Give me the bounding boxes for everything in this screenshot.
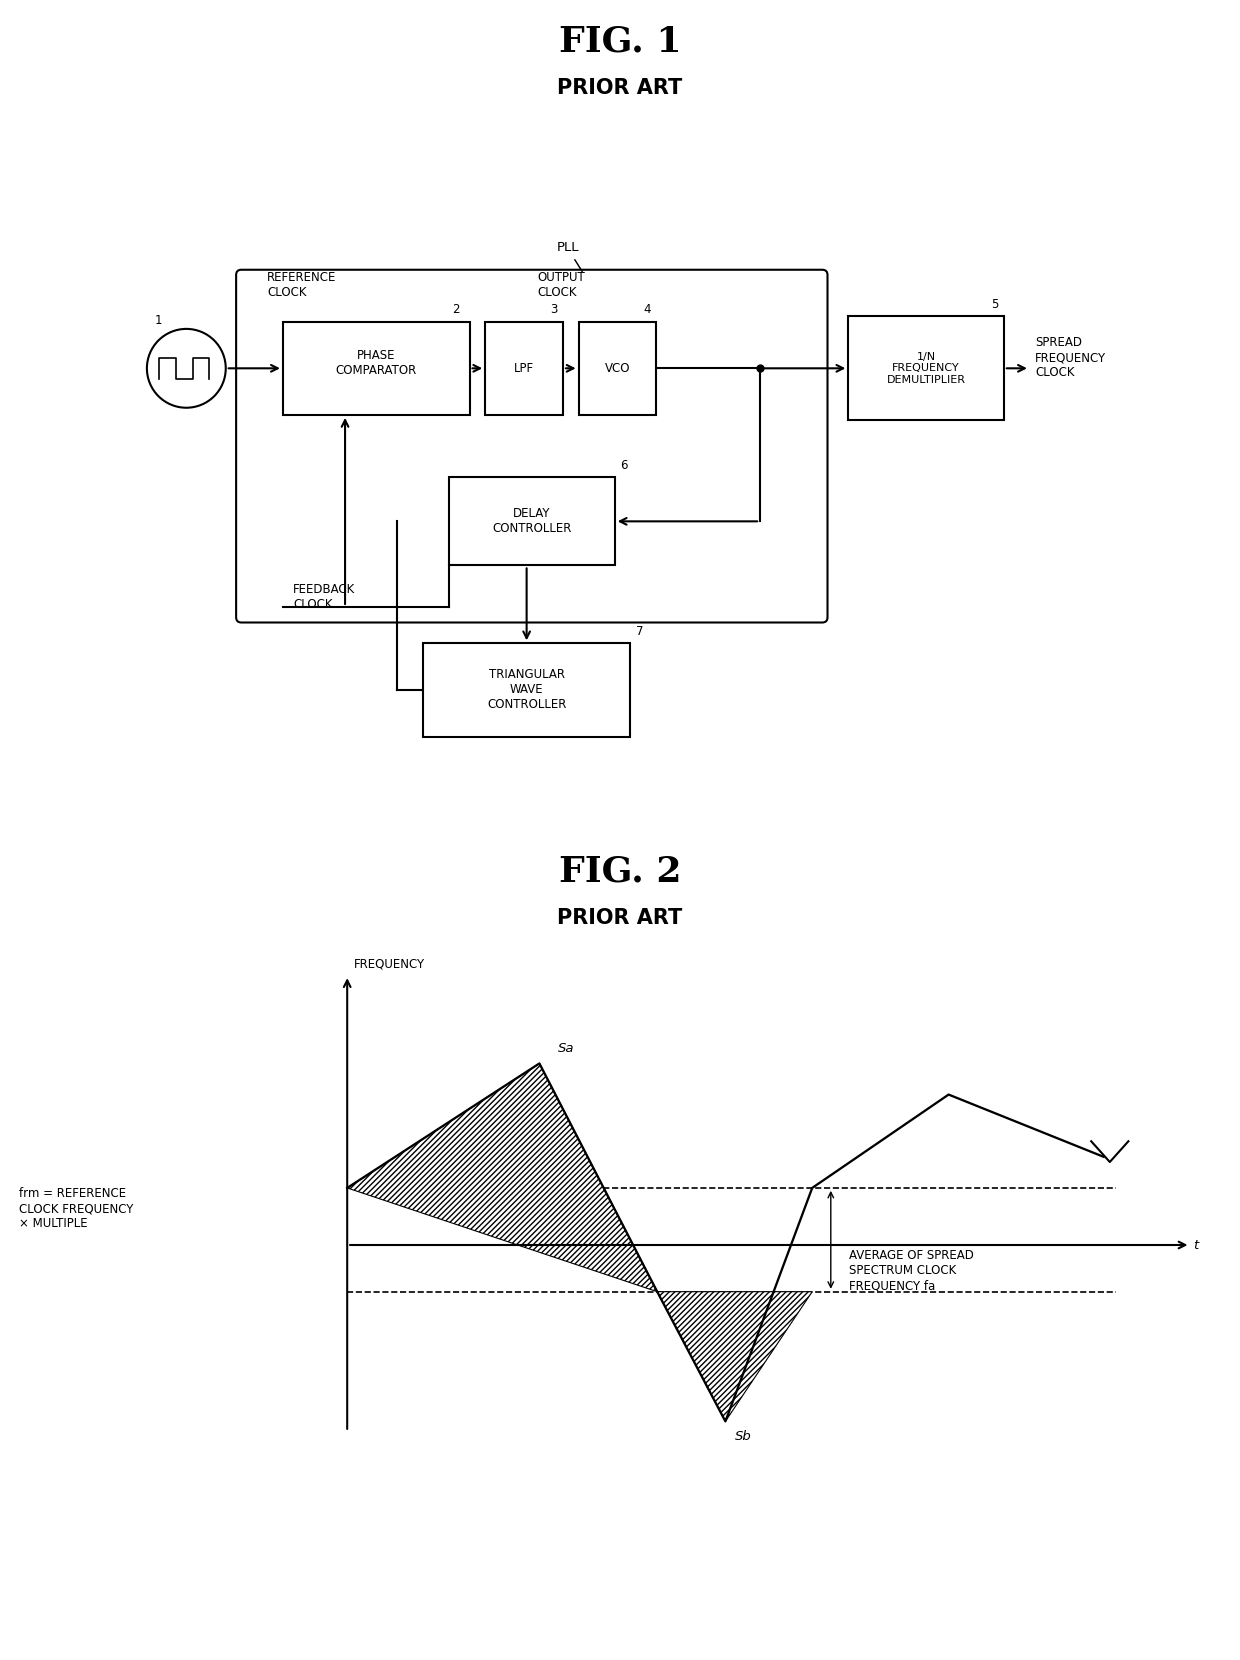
Bar bbox=[423, 642, 630, 737]
Text: t: t bbox=[1193, 1238, 1198, 1252]
Text: 1/N
FREQUENCY
DEMULTIPLIER: 1/N FREQUENCY DEMULTIPLIER bbox=[887, 352, 966, 385]
Text: REFERENCE
CLOCK: REFERENCE CLOCK bbox=[268, 271, 336, 299]
Text: frm = REFERENCE
CLOCK FREQUENCY
× MULTIPLE: frm = REFERENCE CLOCK FREQUENCY × MULTIP… bbox=[19, 1187, 133, 1230]
Text: Sa: Sa bbox=[558, 1042, 574, 1056]
Text: AVERAGE OF SPREAD
SPECTRUM CLOCK
FREQUENCY fa: AVERAGE OF SPREAD SPECTRUM CLOCK FREQUEN… bbox=[849, 1250, 975, 1293]
Text: PLL: PLL bbox=[557, 241, 579, 254]
Polygon shape bbox=[347, 1064, 657, 1291]
Text: Sb: Sb bbox=[735, 1429, 753, 1443]
Text: 7: 7 bbox=[636, 626, 644, 637]
Text: 6: 6 bbox=[620, 460, 627, 471]
Bar bbox=[485, 322, 563, 415]
Bar bbox=[283, 322, 470, 415]
Text: 5: 5 bbox=[991, 299, 998, 310]
Text: PRIOR ART: PRIOR ART bbox=[557, 908, 683, 928]
Text: 2: 2 bbox=[451, 304, 459, 317]
Bar bbox=[848, 317, 1004, 420]
Text: PHASE
COMPARATOR: PHASE COMPARATOR bbox=[336, 349, 417, 377]
Text: FREQUENCY: FREQUENCY bbox=[353, 958, 424, 969]
Bar bbox=[579, 322, 656, 415]
Text: 3: 3 bbox=[551, 304, 558, 317]
Text: VCO: VCO bbox=[605, 362, 630, 375]
Text: 4: 4 bbox=[644, 304, 651, 317]
Circle shape bbox=[146, 329, 226, 408]
FancyBboxPatch shape bbox=[236, 271, 827, 622]
Text: TRIANGULAR
WAVE
CONTROLLER: TRIANGULAR WAVE CONTROLLER bbox=[487, 669, 567, 712]
Text: FIG. 1: FIG. 1 bbox=[559, 25, 681, 58]
Text: OUTPUT
CLOCK: OUTPUT CLOCK bbox=[537, 271, 585, 299]
Text: FEEDBACK
CLOCK: FEEDBACK CLOCK bbox=[293, 583, 356, 611]
Text: SPREAD
FREQUENCY
CLOCK: SPREAD FREQUENCY CLOCK bbox=[1035, 337, 1106, 380]
Text: DELAY
CONTROLLER: DELAY CONTROLLER bbox=[492, 508, 572, 535]
Bar bbox=[449, 478, 615, 566]
Polygon shape bbox=[657, 1291, 812, 1421]
Text: FIG. 2: FIG. 2 bbox=[559, 855, 681, 888]
Text: LPF: LPF bbox=[513, 362, 534, 375]
Text: 1: 1 bbox=[155, 314, 162, 327]
Text: PRIOR ART: PRIOR ART bbox=[557, 78, 683, 98]
